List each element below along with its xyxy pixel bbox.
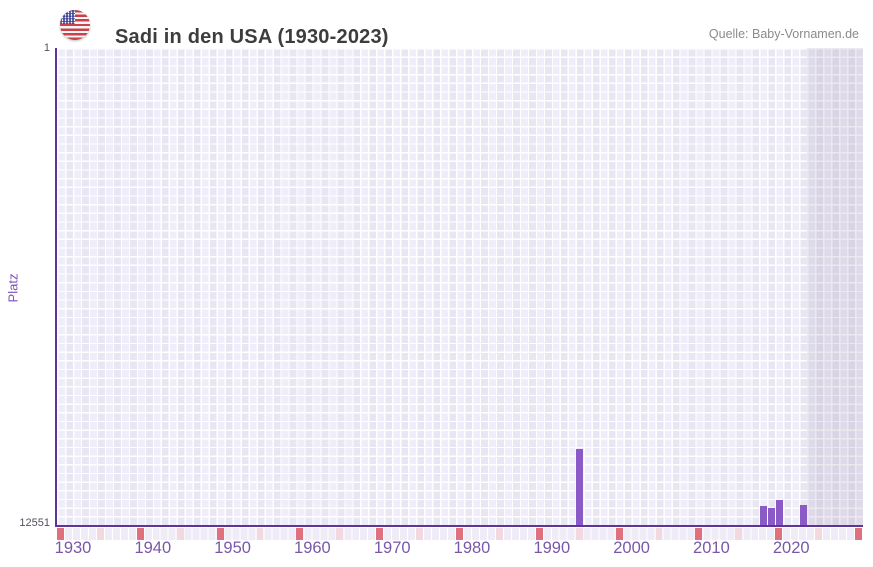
us-flag-icon: [60, 10, 90, 40]
x-tick-label-2010: 2010: [693, 539, 730, 557]
half-decade-marker-2015: [735, 528, 743, 540]
x-tick-label-1960: 1960: [294, 539, 331, 557]
y-axis-min-label: 12551: [19, 517, 50, 529]
bar-2019[interactable]: [767, 507, 775, 525]
y-axis-title: Platz: [5, 273, 21, 303]
x-tick-label-1950: 1950: [214, 539, 251, 557]
page-title: Sadi in den USA (1930-2023): [115, 26, 389, 49]
half-decade-marker-1975: [416, 528, 424, 540]
x-tick-label-2000: 2000: [613, 539, 650, 557]
half-decade-marker-1935: [96, 528, 104, 540]
decade-marker-2020: [775, 528, 783, 540]
y-axis-max-label: 1: [43, 42, 50, 54]
bar-1995[interactable]: [576, 448, 584, 525]
x-tick-label-2020: 2020: [772, 539, 810, 557]
x-tick-label-1930: 1930: [54, 539, 92, 557]
x-tick-label-1970: 1970: [373, 539, 411, 557]
x-tick-label-1940: 1940: [134, 539, 172, 557]
source-credit: Quelle: Baby-Vornamen.de: [708, 27, 859, 41]
decade-marker-2030: [855, 528, 862, 540]
decade-marker-1940: [136, 528, 144, 540]
bar-2020[interactable]: [775, 500, 783, 525]
decade-marker-2000: [615, 528, 623, 540]
half-decade-marker-1985: [495, 528, 503, 540]
half-decade-marker-1995: [575, 528, 583, 540]
bar-2023[interactable]: [799, 504, 807, 525]
x-tick-label-1980: 1980: [453, 539, 491, 557]
half-decade-marker-1955: [256, 528, 264, 540]
plot-area: [55, 48, 863, 527]
x-axis-labels: 1930 1940 1950 1960 1970 1980 1990 2000 2010 2020: [55, 537, 863, 563]
half-decade-marker-1945: [176, 528, 184, 540]
decade-marker-1960: [296, 528, 304, 540]
bar-2018[interactable]: [759, 505, 767, 525]
decade-marker-1990: [535, 528, 543, 540]
half-decade-marker-2005: [655, 528, 663, 540]
x-tick-label-1990: 1990: [533, 539, 571, 557]
half-decade-marker-2025: [815, 528, 823, 540]
decade-marker-2010: [695, 528, 703, 540]
future-years-shade: [807, 48, 863, 525]
x-axis-marker-row: [57, 528, 863, 540]
decade-marker-1970: [376, 528, 384, 540]
decade-marker-1930: [57, 528, 64, 540]
decade-marker-1950: [216, 528, 224, 540]
half-decade-marker-1965: [336, 528, 344, 540]
decade-marker-1980: [456, 528, 463, 540]
